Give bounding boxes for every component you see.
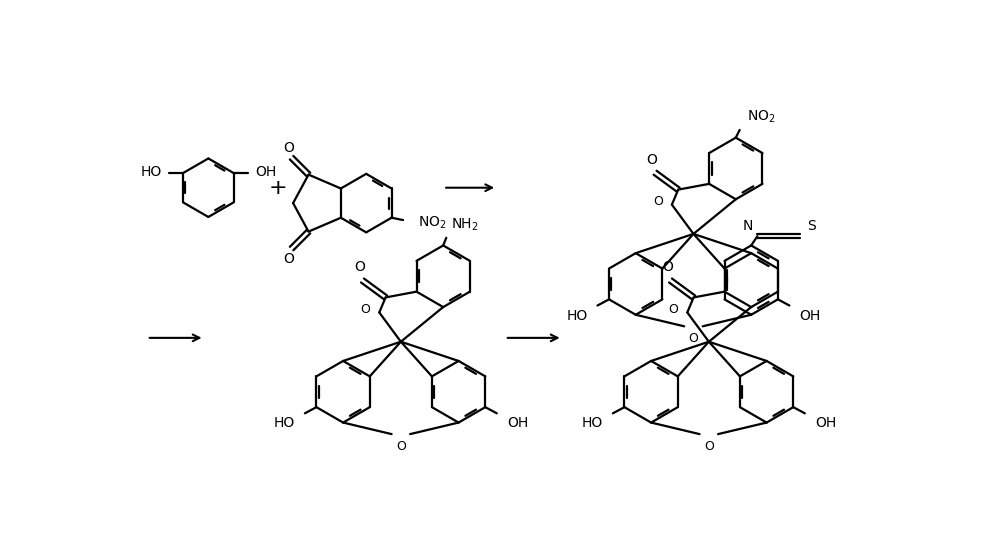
Text: HO: HO bbox=[582, 416, 603, 430]
Text: O: O bbox=[662, 261, 673, 274]
Text: O: O bbox=[360, 303, 370, 316]
Text: O: O bbox=[354, 261, 365, 274]
Text: +: + bbox=[268, 178, 287, 197]
Text: O: O bbox=[396, 440, 406, 453]
Text: NO$_2$: NO$_2$ bbox=[418, 214, 447, 231]
Text: N: N bbox=[742, 219, 753, 233]
Text: O: O bbox=[689, 332, 698, 345]
Text: OH: OH bbox=[799, 308, 821, 323]
Text: O: O bbox=[653, 195, 663, 208]
Text: NO$_2$: NO$_2$ bbox=[747, 109, 776, 125]
Text: O: O bbox=[283, 252, 294, 265]
Text: HO: HO bbox=[274, 416, 295, 430]
Text: HO: HO bbox=[566, 308, 587, 323]
Text: OH: OH bbox=[815, 416, 836, 430]
Text: NH$_2$: NH$_2$ bbox=[451, 217, 479, 233]
Text: O: O bbox=[647, 152, 657, 166]
Text: HO: HO bbox=[140, 164, 161, 178]
Text: O: O bbox=[668, 303, 678, 316]
Text: OH: OH bbox=[507, 416, 528, 430]
Text: S: S bbox=[807, 219, 815, 233]
Text: O: O bbox=[283, 140, 294, 154]
Text: O: O bbox=[704, 440, 714, 453]
Text: OH: OH bbox=[255, 164, 276, 178]
